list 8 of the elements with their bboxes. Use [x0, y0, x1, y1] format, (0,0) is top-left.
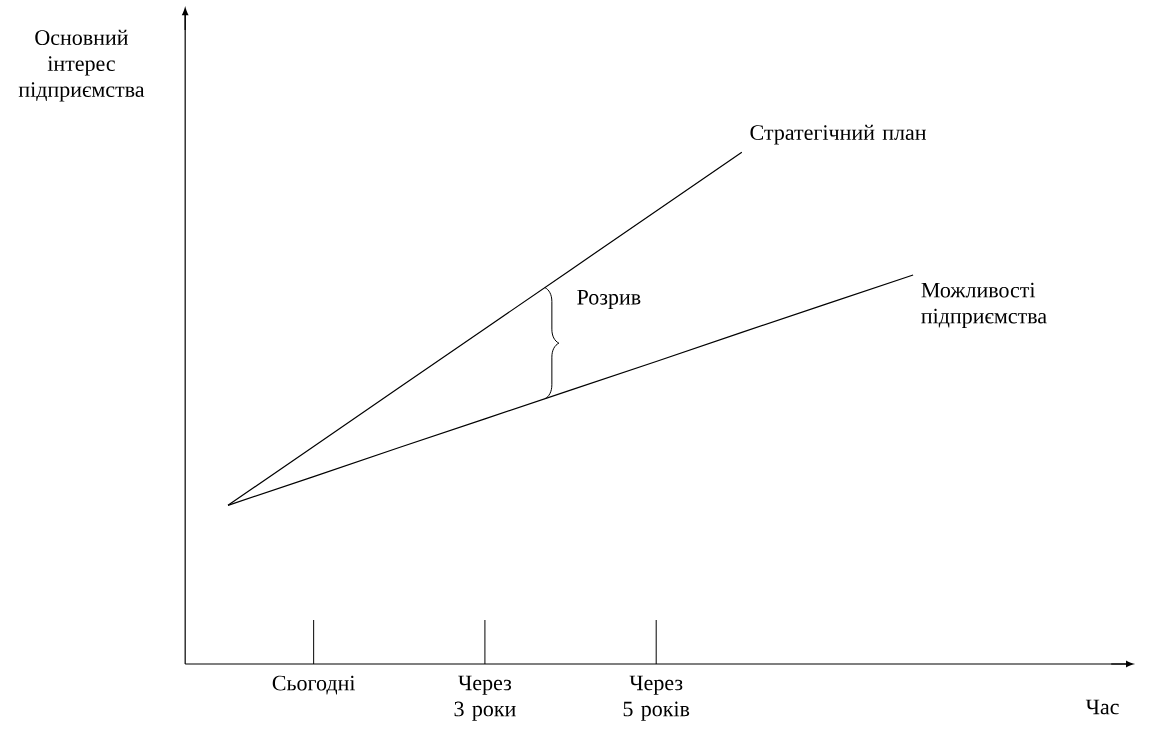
x-tick-label: Сьогодні — [272, 675, 356, 695]
y-axis-title: Основний інтерес підприємства — [18, 29, 145, 102]
x-tick-label: Через 5 років — [623, 675, 690, 721]
series-label: Стратегічний план — [750, 124, 926, 145]
x-tick-label: Через 3 роки — [454, 675, 516, 721]
annotation: Розрив — [577, 290, 641, 310]
series-label: Можливості підприємства — [921, 282, 1047, 328]
x-axis-title: Час — [1085, 699, 1119, 715]
